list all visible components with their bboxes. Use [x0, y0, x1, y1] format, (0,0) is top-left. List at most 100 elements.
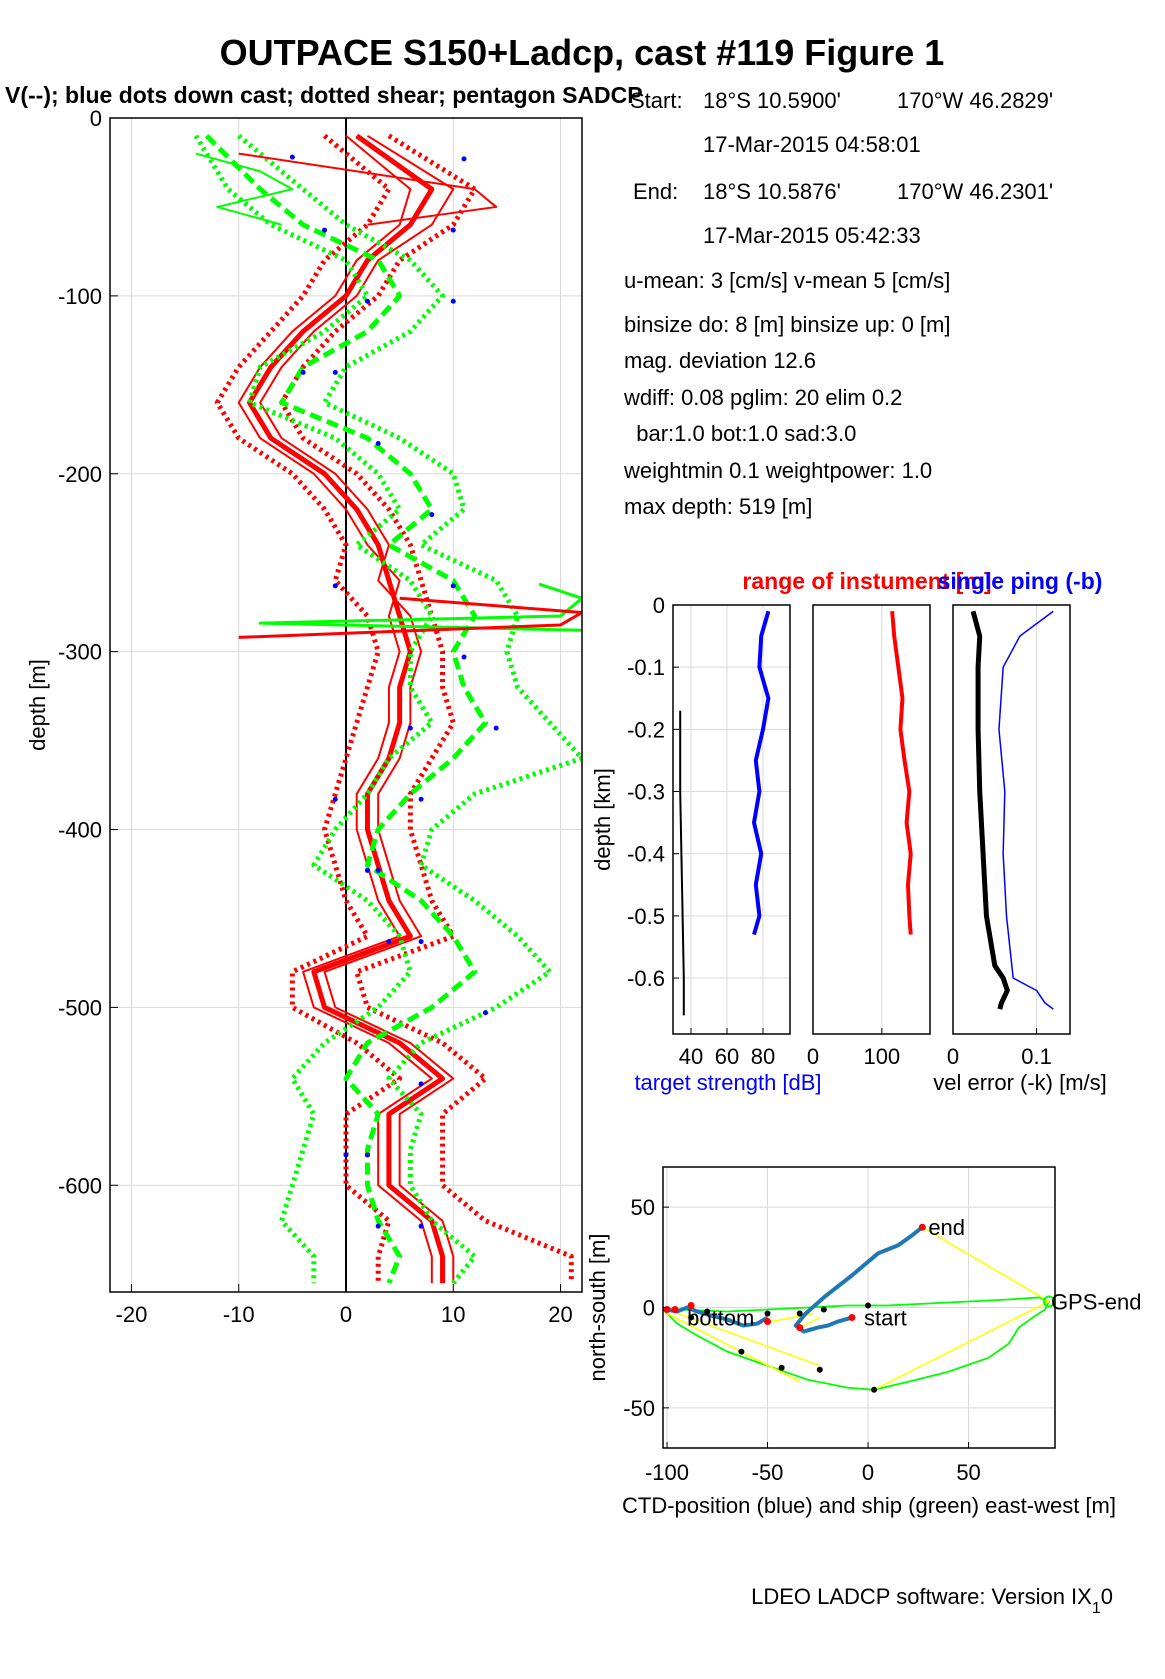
- profile-line-0: [970, 610, 1010, 1010]
- blue-dot: [332, 796, 338, 802]
- link-line: [799, 1316, 821, 1329]
- y-tick-label: 50: [631, 1195, 655, 1220]
- series-line-2: [237, 135, 433, 1284]
- blue-dot: [364, 1152, 370, 1158]
- profile-line-1: [679, 710, 685, 1016]
- series-line-11: [238, 596, 582, 639]
- black-dot: [816, 1366, 823, 1373]
- y-tick-label: -200: [58, 462, 102, 487]
- blue-dot: [418, 1223, 424, 1229]
- black-dot: [764, 1310, 771, 1317]
- figure-title: OUTPACE S150+Ladcp, cast #119 Figure 1: [220, 32, 945, 73]
- y-tick-label: -0.1: [627, 655, 665, 680]
- red-dot: [764, 1318, 772, 1326]
- end-lon: 170°W 46.2301': [897, 179, 1053, 204]
- series-line-6: [237, 133, 582, 1285]
- y-tick-label: -0.5: [627, 904, 665, 929]
- series-line-5: [204, 134, 488, 1285]
- series-line-7: [193, 134, 435, 1284]
- black-dot: [871, 1386, 878, 1393]
- velocity-profile-plot: -20 -10 0 10 200-100-200-300-400-500-600dept…: [25, 106, 583, 1327]
- gps-end-marker: [1042, 1295, 1055, 1308]
- blue-dot: [450, 298, 456, 304]
- x-tick-label: 50: [956, 1460, 980, 1485]
- black-dot: [820, 1306, 827, 1313]
- start-lon: 170°W 46.2829': [897, 88, 1053, 113]
- x-tick-label: 0: [947, 1044, 959, 1069]
- footer-tail: 0: [1101, 1584, 1113, 1609]
- panel-frame: [812, 604, 931, 1035]
- series-line-10: [238, 152, 498, 226]
- y-tick-label: -300: [58, 640, 102, 665]
- wdiff-text: wdiff: 0.08 pglim: 20 elim 0.2: [623, 385, 902, 410]
- means-text: u-mean: 3 [cm/s] v-mean 5 [cm/s]: [624, 268, 950, 293]
- figure-subtitle: V(--); blue dots down cast; dotted shear…: [5, 82, 643, 108]
- black-dot: [796, 1310, 803, 1317]
- x-tick-label: 60: [715, 1044, 739, 1069]
- start-time: 17-Mar-2015 04:58:01: [703, 132, 921, 157]
- red-dot: [848, 1314, 856, 1322]
- position-label: start: [864, 1306, 907, 1331]
- x-tick-label: 0.1: [1021, 1044, 1052, 1069]
- y-tick-label: -0.6: [627, 966, 665, 991]
- black-dot: [865, 1302, 872, 1309]
- y-axis-label: north-south [m]: [585, 1234, 610, 1382]
- y-tick-label: -400: [58, 818, 102, 843]
- profile-line-0: [752, 610, 771, 936]
- blue-dot: [493, 725, 499, 731]
- blue-dot: [364, 867, 370, 873]
- blue-dot: [300, 369, 306, 375]
- link-line: [873, 1300, 1050, 1391]
- black-dot: [688, 1314, 695, 1321]
- x-tick-label: -100: [645, 1460, 689, 1485]
- start-lat: 18°S 10.5900': [703, 88, 841, 113]
- blue-dot: [418, 796, 424, 802]
- series-line-4: [214, 133, 403, 1284]
- series-group: [193, 133, 582, 1285]
- y-tick-label: -500: [58, 995, 102, 1020]
- x-tick-label: -50: [752, 1460, 784, 1485]
- red-dot: [918, 1223, 926, 1231]
- blue-dot: [407, 725, 413, 731]
- red-dot: [796, 1324, 804, 1332]
- x-tick-label: 20: [548, 1302, 572, 1327]
- y-axis-label: depth [km]: [590, 768, 615, 871]
- position-plot: end GPS-end bottom start -100 -50 0 50 50 0 -50 CTD…: [585, 1166, 1141, 1518]
- series-line-8: [195, 152, 294, 226]
- link-line: [771, 1312, 814, 1323]
- y-tick-label: -0.2: [627, 717, 665, 742]
- x-axis-label: CTD-position (blue) and ship (green) eas…: [622, 1493, 1116, 1518]
- y-tick-label: -600: [58, 1173, 102, 1198]
- end-lat: 18°S 10.5876': [703, 179, 841, 204]
- red-dot: [687, 1301, 695, 1309]
- blue-dot: [482, 1010, 488, 1016]
- x-tick-label: 0: [807, 1044, 819, 1069]
- magdev-text: mag. deviation 12.6: [624, 348, 816, 373]
- y-tick-label: -50: [623, 1396, 655, 1421]
- footer-subscript: 1: [1092, 1600, 1101, 1617]
- xlabel-target-strength: target strength [dB]: [634, 1070, 821, 1095]
- end-time: 17-Mar-2015 05:42:33: [703, 223, 921, 248]
- blue-dot: [322, 227, 328, 233]
- profile-line-1: [998, 610, 1054, 1010]
- x-tick-label: 100: [863, 1044, 900, 1069]
- blue-dot: [332, 369, 338, 375]
- link-line: [921, 1226, 1050, 1303]
- position-label: bottom: [687, 1306, 754, 1331]
- maxdepth-text: max depth: 519 [m]: [624, 494, 812, 519]
- position-label: end: [928, 1215, 965, 1240]
- blue-dot: [386, 939, 392, 945]
- footer-text: LDEO LADCP software: Version IX10: [751, 1584, 1113, 1617]
- blue-dot: [343, 1152, 349, 1158]
- blue-dot: [332, 583, 338, 589]
- blue-dot: [450, 583, 456, 589]
- y-tick-label: 0: [653, 593, 665, 618]
- x-tick-label: -10: [223, 1302, 255, 1327]
- blue-dot: [364, 298, 370, 304]
- blue-dot: [450, 227, 456, 233]
- ctd-track-bottom: [666, 1305, 769, 1328]
- x-tick-label: -20: [116, 1302, 148, 1327]
- weight-text: weightmin 0.1 weightpower: 1.0: [623, 458, 932, 483]
- y-tick-label: -0.3: [627, 780, 665, 805]
